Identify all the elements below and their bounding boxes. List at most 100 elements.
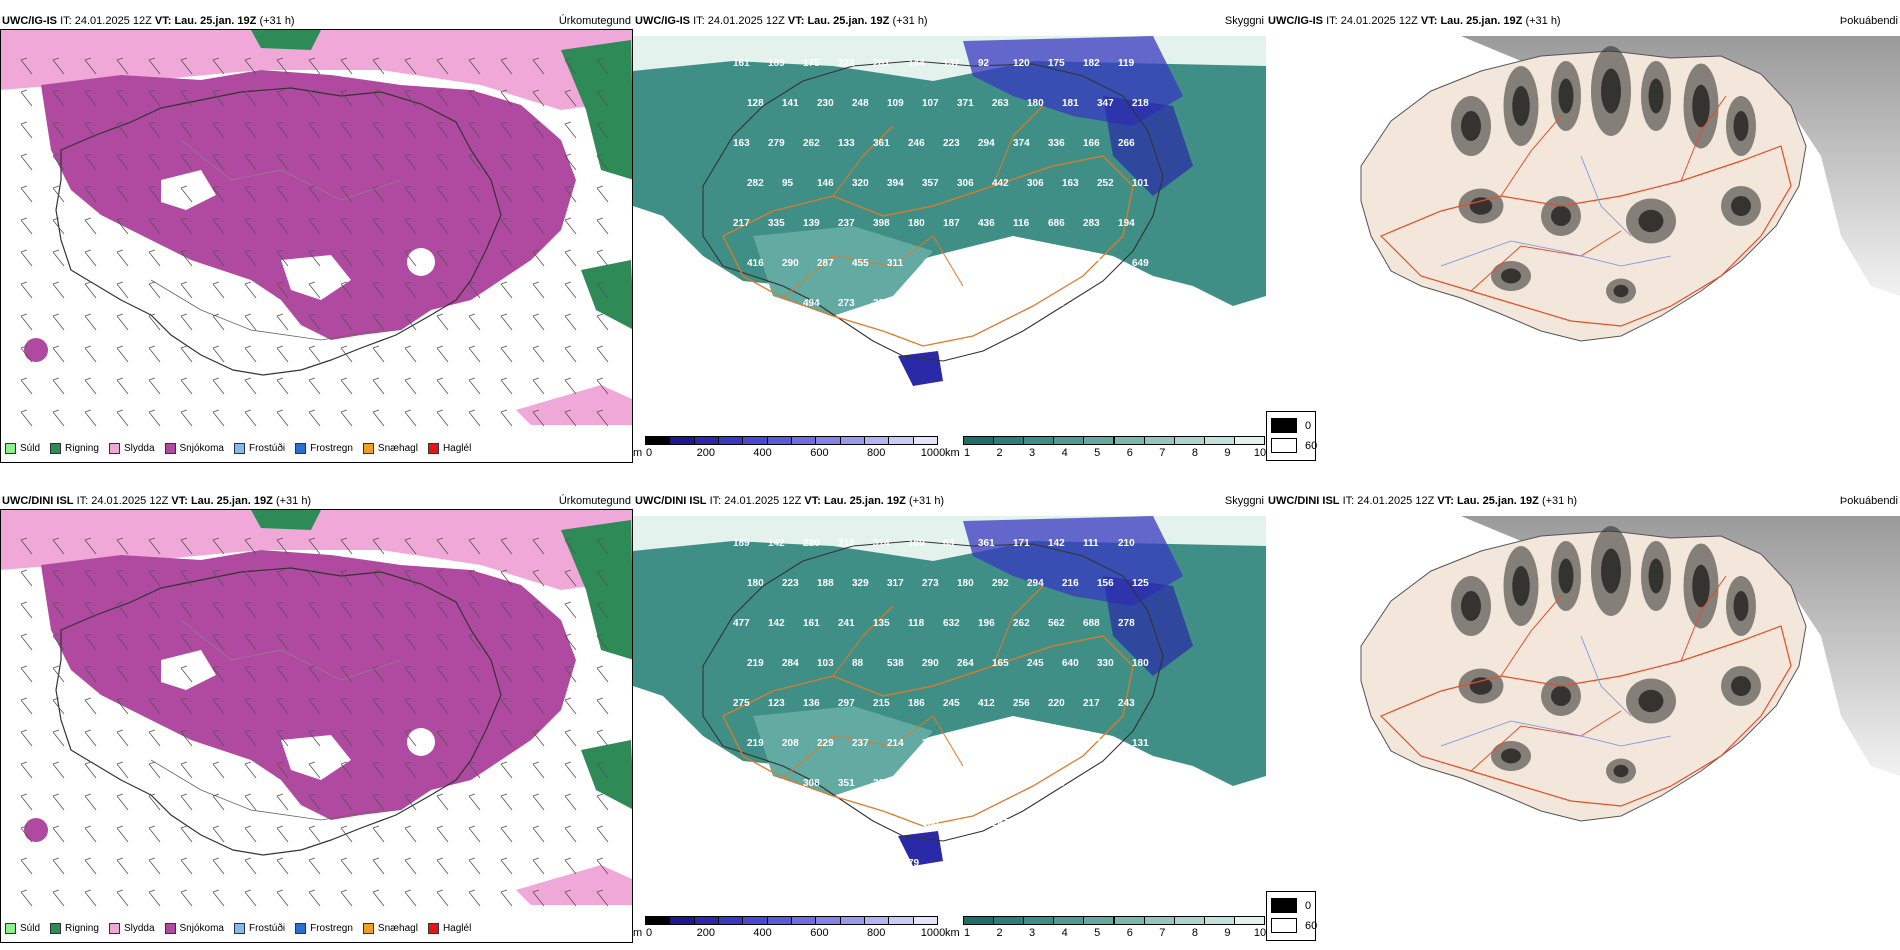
visibility-map: 189 142 220 219 314 189 63 361 171 142 111 210 180 22… bbox=[633, 516, 1266, 916]
ceiling-value-label: 136 bbox=[803, 698, 820, 709]
ceiling-value-label: 216 bbox=[1062, 578, 1079, 589]
colorbar-segment bbox=[1173, 436, 1205, 445]
colorbar-segment bbox=[742, 436, 768, 445]
fog-legend-item: 60 bbox=[1271, 918, 1317, 933]
legend-item: Rigning bbox=[50, 442, 99, 454]
colorbar-tick: 200 bbox=[696, 927, 715, 939]
wind-barb-icon bbox=[500, 633, 513, 651]
wind-barb-icon bbox=[84, 281, 97, 299]
colorbar-segment bbox=[693, 436, 719, 445]
wind-barb-icon bbox=[84, 825, 97, 843]
wind-barb-icon bbox=[500, 89, 513, 107]
ceiling-value-label: 223 bbox=[782, 578, 799, 589]
ceiling-value-label: 436 bbox=[978, 218, 995, 229]
init-time: 24.01.2025 12Z bbox=[724, 495, 802, 507]
ceiling-value-label: 103 bbox=[817, 658, 834, 669]
wind-barb-icon bbox=[596, 57, 609, 75]
wind-barb-icon bbox=[212, 761, 225, 779]
wind-barb-icon bbox=[20, 89, 33, 107]
ceiling-value-label: 308 bbox=[803, 778, 820, 789]
wind-barb-icon bbox=[52, 281, 65, 299]
ceiling-value-label: 473 bbox=[908, 298, 925, 309]
ceiling-value-label: 90 bbox=[943, 298, 955, 309]
wind-barb-icon bbox=[244, 345, 257, 363]
wind-barb-icon bbox=[308, 857, 321, 875]
wind-barb-icon bbox=[596, 249, 609, 267]
ceiling-value-label: 180 bbox=[908, 218, 925, 229]
colorbar-segment bbox=[912, 436, 938, 445]
wind-barb-icon bbox=[340, 665, 353, 683]
ceiling-value-label: 128 bbox=[747, 98, 764, 109]
vt-label: VT: bbox=[1437, 495, 1454, 507]
colorbar-segment bbox=[645, 916, 671, 925]
wind-barb-icon bbox=[180, 409, 193, 427]
legend-swatch bbox=[362, 442, 374, 454]
wind-barb-icon bbox=[244, 57, 257, 75]
colorbar-segment bbox=[864, 436, 890, 445]
wind-barb-icon bbox=[148, 89, 161, 107]
ceiling-value-label: 285 bbox=[957, 258, 974, 269]
wind-barb-icon bbox=[52, 825, 65, 843]
wind-barb-icon bbox=[500, 217, 513, 235]
wind-barb-icon bbox=[52, 89, 65, 107]
colorbar-tick: 8 bbox=[1191, 447, 1198, 459]
ceiling-value-label: 299 bbox=[1097, 258, 1114, 269]
wind-barb-icon bbox=[436, 313, 449, 331]
wind-barb-icon bbox=[372, 249, 385, 267]
wind-barb-icon bbox=[308, 57, 321, 75]
wind-barb-icon bbox=[20, 793, 33, 811]
wind-barb-icon bbox=[20, 345, 33, 363]
wind-barb-icon bbox=[20, 281, 33, 299]
wind-barb-icon bbox=[308, 185, 321, 203]
wind-barb-icon bbox=[596, 569, 609, 587]
wind-barb-icon bbox=[276, 793, 289, 811]
panel-title: Þokuábendi bbox=[1839, 495, 1898, 507]
model-name: UWC/DINI ISL bbox=[2, 495, 74, 507]
wind-barb-icon bbox=[276, 601, 289, 619]
wind-barb-icon bbox=[180, 377, 193, 395]
wind-barb-icon bbox=[500, 889, 513, 907]
wind-barb-icon bbox=[180, 185, 193, 203]
ceiling-value-label: 109 bbox=[887, 98, 904, 109]
wind-barb-icon bbox=[500, 313, 513, 331]
wind-barb-icon bbox=[340, 633, 353, 651]
lead-time: (+31 h) bbox=[908, 495, 945, 507]
precip-legend: Súld Rigning Slydda Snjókoma Frostúði Frostre… bbox=[5, 918, 471, 938]
ceiling-value-label: 640 bbox=[1062, 658, 1079, 669]
wind-barb-icon bbox=[564, 281, 577, 299]
wind-barb-icon bbox=[468, 57, 481, 75]
wind-barb-icon bbox=[564, 825, 577, 843]
row-1: UWC/IG-IS IT: 24.01.2025 12Z VT: Lau. 25… bbox=[0, 13, 1900, 463]
wind-barb-icon bbox=[404, 729, 417, 747]
ceiling-value-label: 306 bbox=[957, 178, 974, 189]
wind-barb-icon bbox=[372, 217, 385, 235]
ceiling-value-label: 140 bbox=[838, 858, 855, 869]
wind-barb-icon bbox=[372, 377, 385, 395]
wind-barb-icon bbox=[468, 633, 481, 651]
wind-barb-icon bbox=[20, 729, 33, 747]
wind-barb-icon bbox=[564, 217, 577, 235]
wind-barb-icon bbox=[404, 409, 417, 427]
wind-barb-icon bbox=[500, 281, 513, 299]
ceiling-value-label: 79 bbox=[908, 858, 920, 869]
wind-barb-icon bbox=[340, 89, 353, 107]
panel-header: UWC/IG-IS IT: 24.01.2025 12Z VT: Lau. 25… bbox=[635, 13, 1264, 29]
colorbar-unit: km bbox=[945, 447, 960, 459]
vt-label: VT: bbox=[804, 495, 821, 507]
legend-label: Slydda bbox=[123, 922, 155, 934]
wind-barb-icon bbox=[308, 601, 321, 619]
wind-barb-icon bbox=[52, 313, 65, 331]
wind-barb-icon bbox=[212, 537, 225, 555]
init-time: 24.01.2025 12Z bbox=[91, 495, 169, 507]
colorbar-tick: 4 bbox=[1061, 927, 1068, 939]
wind-barb-icon bbox=[148, 345, 161, 363]
wind-barb-icon bbox=[84, 217, 97, 235]
colorbar-tick: 6 bbox=[1126, 927, 1133, 939]
wind-barb-icon bbox=[404, 665, 417, 683]
wind-barb-icon bbox=[372, 57, 385, 75]
legend-label: Haglél bbox=[442, 922, 472, 934]
colorbar-tick: 800 bbox=[867, 927, 886, 939]
ceiling-value-label: 150 bbox=[782, 818, 799, 829]
wind-barb-icon bbox=[180, 153, 193, 171]
wind-barb-icon bbox=[564, 665, 577, 683]
